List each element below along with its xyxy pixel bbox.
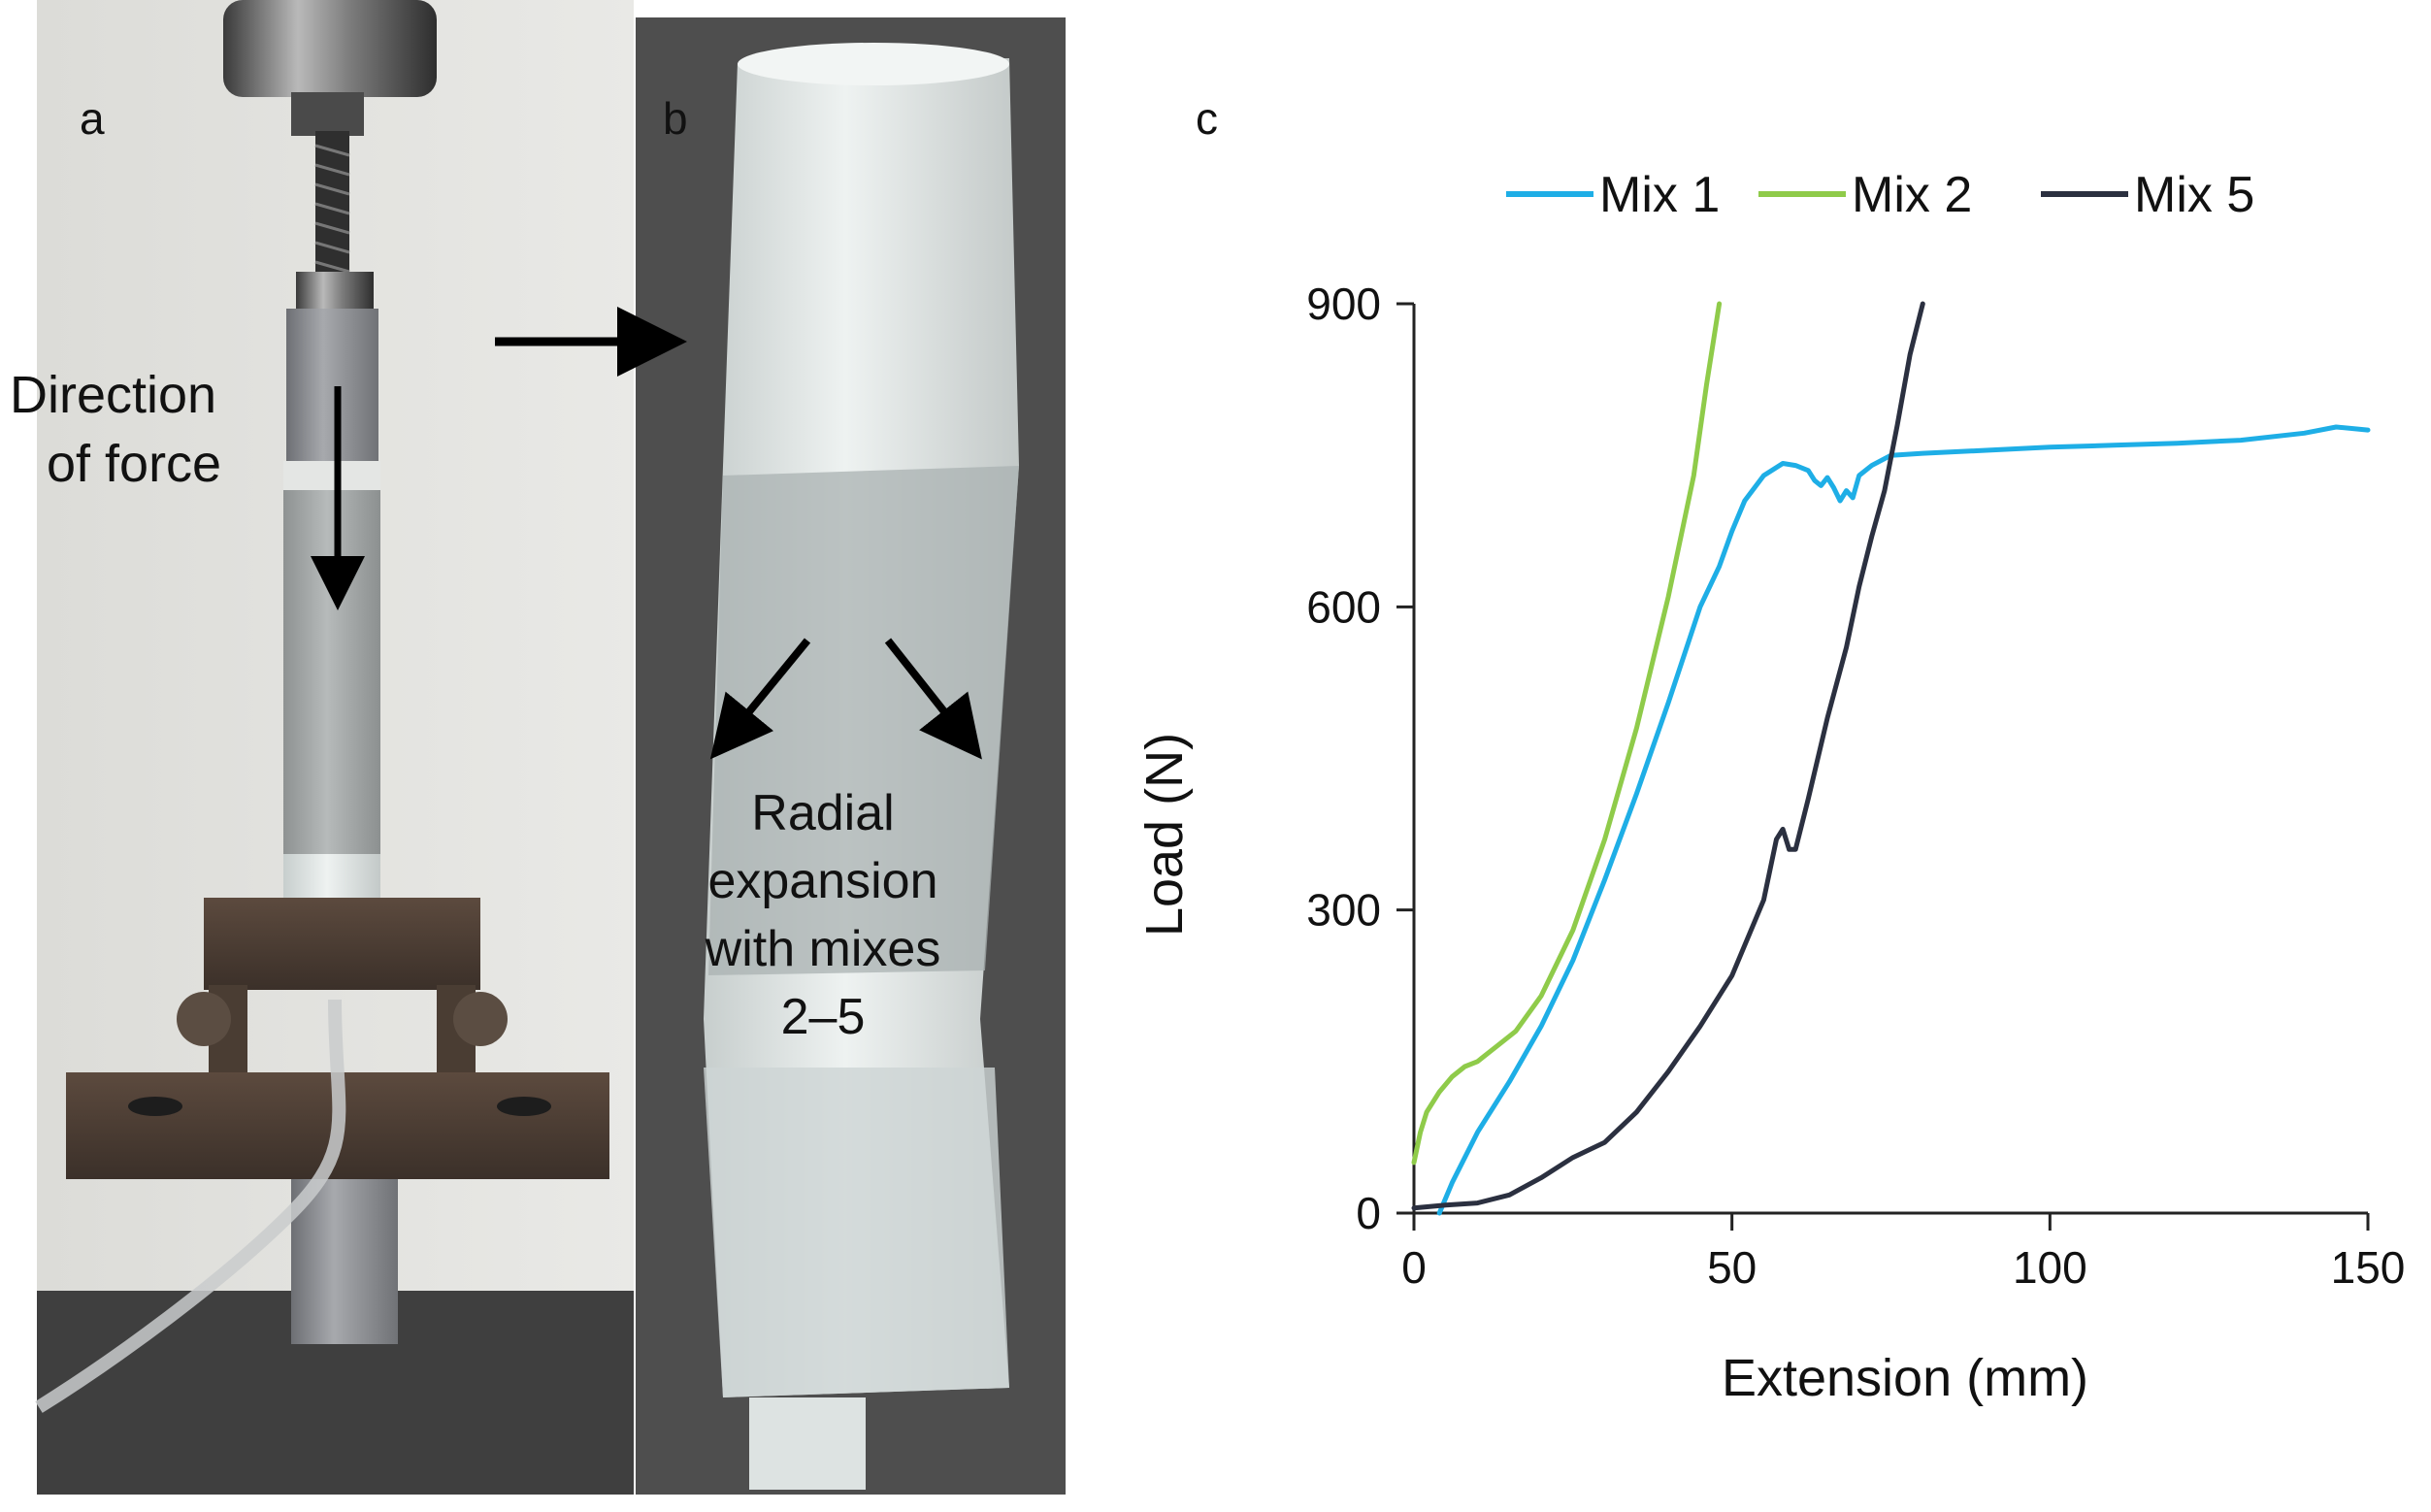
series-line-mix-1 (1436, 424, 2371, 1216)
x-tick-label: 100 (2013, 1242, 2087, 1293)
radial-annotation: Radial expansion with mixes 2–5 (705, 785, 941, 1045)
radial-annotation-line2: expansion (707, 853, 937, 909)
panel-a-letter: a (80, 93, 105, 144)
panel-b-photo (636, 17, 1066, 1495)
force-annotation-line2: of force (47, 435, 221, 493)
x-axis-title: Extension (mm) (1722, 1349, 2088, 1407)
legend-label-mix-1: Mix 1 (1599, 167, 1720, 223)
radial-arrow-left (709, 638, 811, 760)
panel-a-photo (35, 0, 634, 1495)
legend-label-mix-5: Mix 5 (2134, 167, 2254, 223)
chart-legend: Mix 1 Mix 2 Mix 5 (1506, 167, 2254, 223)
x-tick-label: 150 (2331, 1242, 2406, 1293)
panel-c-letter: c (1196, 93, 1218, 144)
y-tick-label: 600 (1306, 581, 1381, 632)
series-line-mix-2 (1411, 301, 1723, 1166)
chart-plot-area: 0 300 600 900 0 50 100 150 (1306, 279, 2405, 1293)
x-tick-label: 50 (1707, 1242, 1757, 1293)
y-axis-title: Load (N) (1135, 733, 1194, 937)
series-line-mix-5 (1411, 301, 1925, 1211)
radial-arrow-right (884, 638, 982, 760)
radial-annotation-line3: with mixes (705, 921, 941, 977)
y-tick-label: 300 (1306, 885, 1381, 936)
y-tick-label: 900 (1306, 279, 1381, 329)
x-tick-label: 0 (1401, 1242, 1427, 1293)
panel-b-letter: b (663, 93, 688, 144)
y-tick-label: 0 (1356, 1188, 1381, 1238)
legend-label-mix-2: Mix 2 (1852, 167, 1972, 223)
radial-annotation-line4: 2–5 (781, 989, 866, 1045)
force-annotation-line1: Direction (10, 366, 216, 424)
radial-annotation-line1: Radial (751, 785, 894, 841)
